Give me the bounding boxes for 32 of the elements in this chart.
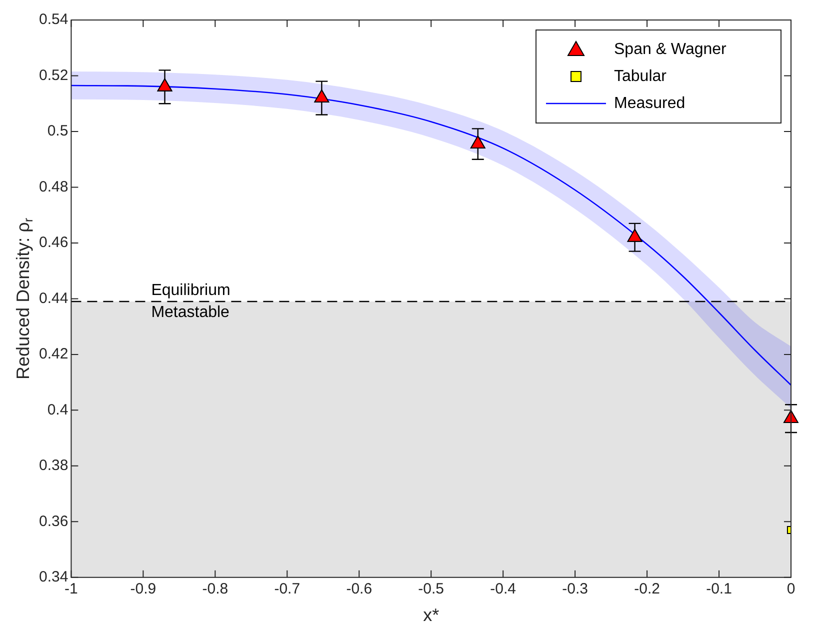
point — [784, 410, 798, 424]
y-tick-label: 0.54 — [38, 11, 68, 28]
point — [470, 136, 486, 149]
y-tick-label: 0.36 — [38, 512, 68, 530]
x-tick-label: -0.3 — [562, 580, 588, 598]
point — [314, 90, 330, 103]
x-tick-label: -0.7 — [274, 580, 300, 598]
x-tick-label: -0.1 — [706, 580, 732, 598]
x-tick-label: -0.6 — [346, 580, 372, 598]
y-tick-label: 0.46 — [38, 234, 68, 252]
x-tick-label: -0.2 — [634, 580, 660, 598]
y-tick-label: 0.52 — [38, 66, 68, 84]
y-tick-label: 0.44 — [38, 290, 68, 307]
y-axis-title: Reduced Density: ρr — [12, 218, 36, 380]
point — [627, 228, 642, 242]
x-tick-label: 0 — [786, 580, 796, 598]
legend-label: Measured — [614, 94, 686, 112]
y-tick-label: 0.48 — [38, 178, 68, 196]
ref-line-label: Equilibrium — [151, 282, 230, 299]
y-tick-label: 0.42 — [38, 346, 68, 363]
x-tick-label: -0.8 — [202, 580, 228, 598]
band-label: Metastable — [151, 304, 230, 321]
point — [157, 78, 172, 92]
x-axis-title: x* — [423, 605, 440, 626]
legend-label: Tabular — [614, 68, 668, 85]
y-tick-label: 0.4 — [47, 401, 68, 418]
x-tick-label: -0.4 — [490, 580, 516, 598]
y-tick-label: 0.38 — [38, 457, 68, 474]
y-tick-label: 0.5 — [47, 122, 68, 140]
legend-label: Span & Wagner — [614, 40, 728, 58]
x-tick-label: -0.5 — [418, 580, 444, 598]
x-tick-label: -0.9 — [130, 580, 156, 598]
